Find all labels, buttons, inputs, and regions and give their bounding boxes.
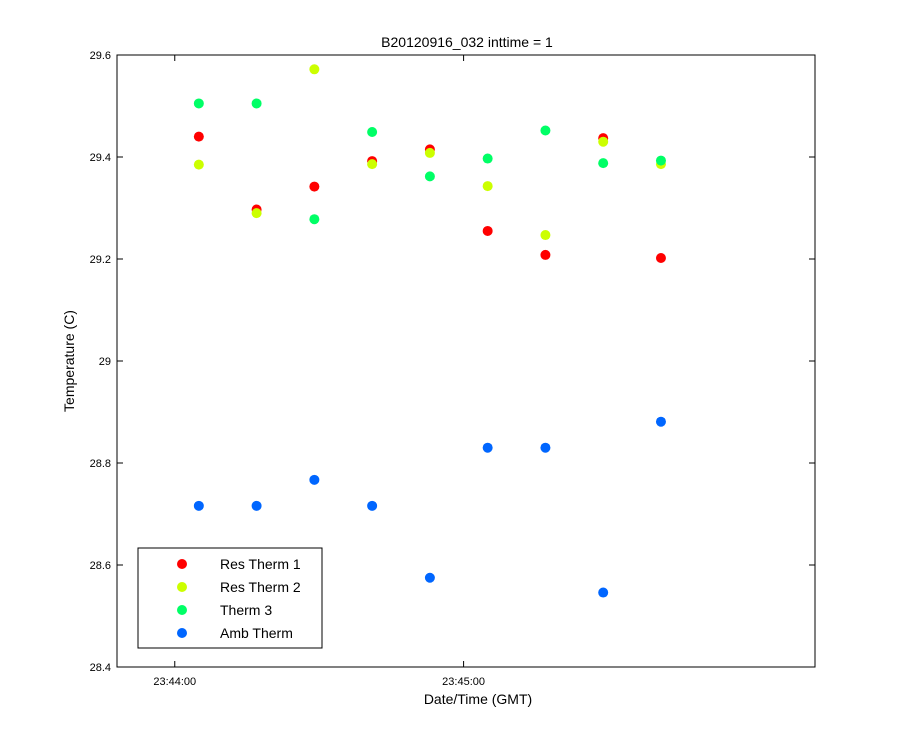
- data-point: [251, 98, 262, 109]
- y-tick-label: 29.4: [90, 152, 111, 164]
- data-point: [367, 127, 378, 138]
- data-point: [424, 147, 435, 158]
- data-point: [193, 500, 204, 511]
- y-tick-label: 29.2: [90, 254, 111, 266]
- y-axis-label: Temperature (C): [61, 310, 77, 412]
- data-point: [424, 572, 435, 583]
- data-point: [482, 181, 493, 192]
- y-tick-label: 28.4: [90, 662, 111, 674]
- data-points: [193, 64, 666, 598]
- legend-marker: [177, 582, 187, 592]
- data-point: [482, 442, 493, 453]
- legend-box: [137, 547, 323, 649]
- x-axis: 23:44:00 23:45:00: [153, 55, 485, 688]
- data-point: [540, 249, 551, 260]
- data-point: [598, 587, 609, 598]
- x-tick-label: 23:45:00: [442, 676, 485, 688]
- legend-label: Res Therm 2: [220, 579, 301, 595]
- data-point: [540, 442, 551, 453]
- data-point: [251, 500, 262, 511]
- data-point: [309, 64, 320, 75]
- data-point: [367, 159, 378, 170]
- data-point: [309, 181, 320, 192]
- legend-label: Res Therm 1: [220, 556, 301, 572]
- data-point: [598, 158, 609, 169]
- data-point: [540, 125, 551, 136]
- y-tick-label: 29.6: [90, 50, 111, 62]
- data-point: [424, 171, 435, 182]
- data-point: [655, 416, 666, 427]
- data-point: [309, 474, 320, 485]
- series-amb-therm: [193, 416, 666, 598]
- legend-marker: [177, 559, 187, 569]
- series-therm-3: [193, 98, 666, 225]
- data-point: [598, 136, 609, 147]
- data-point: [482, 225, 493, 236]
- legend: Res Therm 1 Res Therm 2 Therm 3 Amb Therm: [137, 547, 323, 649]
- data-point: [655, 155, 666, 166]
- y-tick-label: 28.8: [90, 458, 111, 470]
- data-point: [482, 153, 493, 164]
- data-point: [193, 98, 204, 109]
- x-axis-label: Date/Time (GMT): [424, 691, 532, 707]
- data-point: [193, 131, 204, 142]
- legend-label: Amb Therm: [220, 625, 293, 641]
- legend-marker: [177, 628, 187, 638]
- data-point: [193, 159, 204, 170]
- series-res-therm-2: [193, 64, 666, 241]
- legend-label: Therm 3: [220, 602, 272, 618]
- x-tick-label: 23:44:00: [153, 676, 196, 688]
- y-tick-label: 29: [99, 356, 111, 368]
- data-point: [655, 252, 666, 263]
- data-point: [367, 500, 378, 511]
- y-tick-label: 28.6: [90, 560, 111, 572]
- data-point: [540, 230, 551, 241]
- y-axis: 28.4 28.6 28.8 29 29.2 29.4 29.6: [90, 50, 815, 674]
- data-point: [251, 208, 262, 219]
- legend-marker: [177, 605, 187, 615]
- chart-title: B20120916_032 inttime = 1: [381, 34, 553, 50]
- data-point: [309, 214, 320, 225]
